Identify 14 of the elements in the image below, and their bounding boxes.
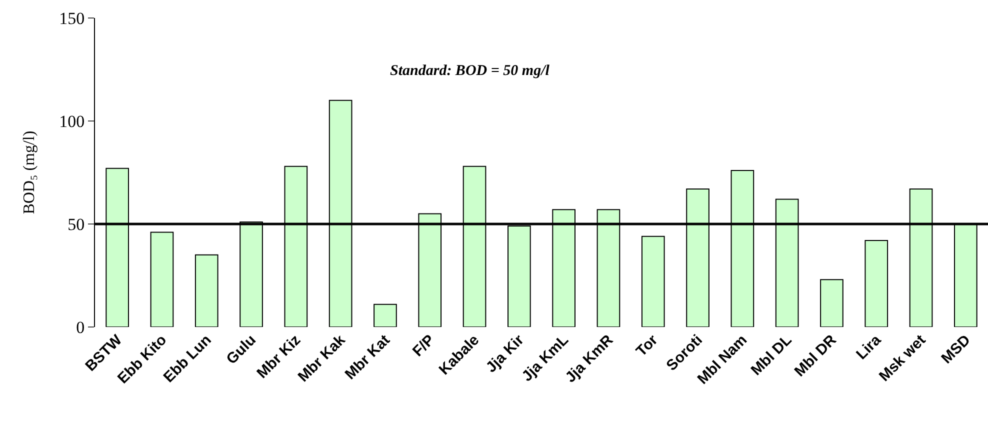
- ref-line-label: Standard: BOD = 50 mg/l: [390, 63, 550, 79]
- bar: [150, 232, 174, 327]
- y-tick-label: 0: [76, 318, 85, 337]
- bar: [194, 254, 218, 327]
- y-axis-title: BOD₅ (mg/l): [21, 130, 38, 214]
- bar: [374, 304, 397, 327]
- bar: [864, 240, 888, 327]
- y-tick-label: 100: [59, 112, 85, 131]
- y-tick-label: 150: [59, 8, 85, 28]
- y-tick-label: 50: [68, 214, 85, 234]
- x-tick-label: F/P: [409, 332, 438, 360]
- bar: [641, 236, 665, 327]
- x-tick-label: Tor: [632, 332, 662, 360]
- bar: [820, 279, 844, 327]
